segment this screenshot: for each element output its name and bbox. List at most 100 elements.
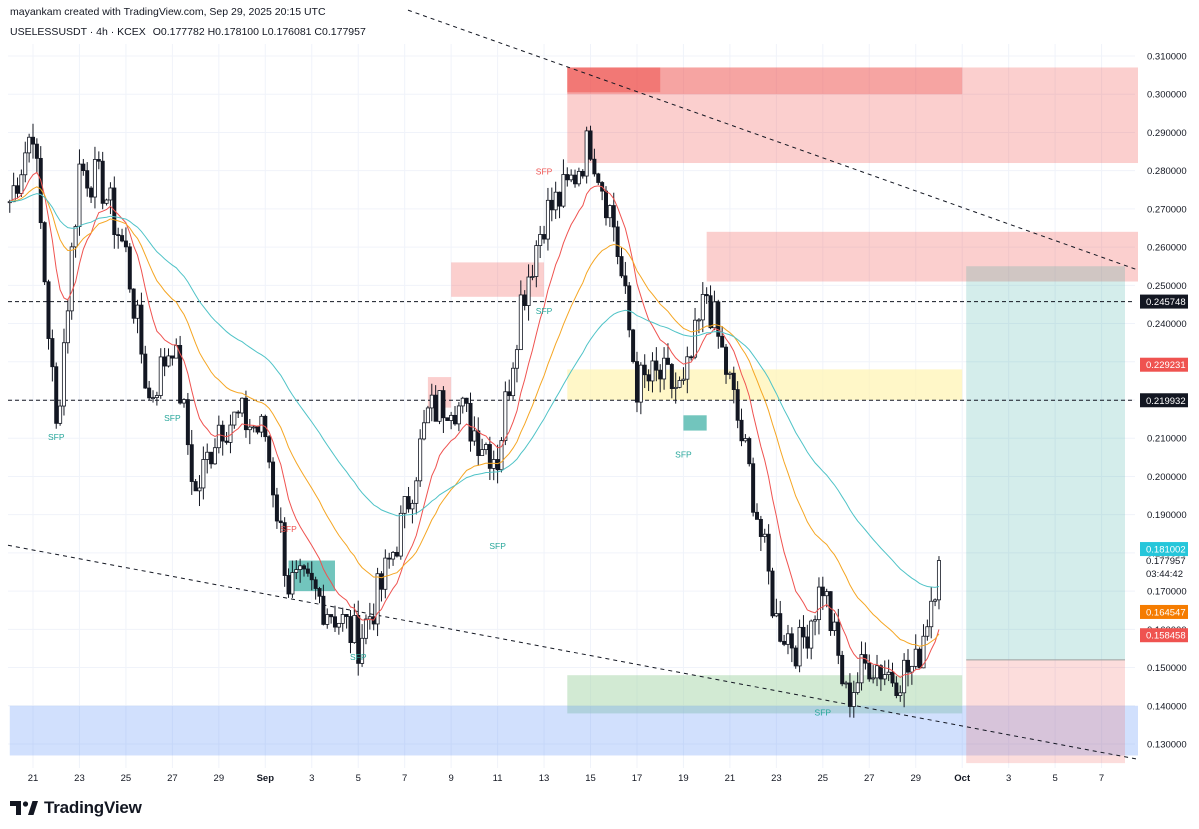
candle-down [847,682,852,707]
candle-down [495,459,500,471]
price-level-badge [1140,294,1188,309]
candle-up [251,426,256,429]
candle-down [236,411,241,414]
candle-down [789,633,794,649]
ema-mid-line [9,186,940,647]
candle-up [391,551,396,560]
candle-up [414,480,419,504]
candle-down [116,234,121,237]
price-level-badge-label: 0.245748 [1146,297,1186,308]
y-tick-label: 0.170000 [1147,587,1187,598]
candle-down [441,390,446,419]
candle-up [921,635,926,669]
x-tick-label: 27 [167,773,178,784]
candle-up [538,234,543,246]
candle-up [824,591,829,597]
x-tick-label: 5 [1052,773,1057,784]
candle-up [402,496,407,514]
x-tick-label: 21 [28,773,39,784]
candle-up [693,319,698,358]
x-tick-label: 19 [678,773,689,784]
sfp-label: SFP [815,707,832,717]
candle-up [681,378,686,381]
sfp-label: SFP [536,166,553,176]
x-tick-label: 9 [448,773,453,784]
y-tick-label: 0.190000 [1147,510,1187,521]
candle-down [917,648,922,669]
candle-down [445,417,450,421]
candle-up [154,395,159,398]
y-tick-label: 0.240000 [1147,319,1187,330]
candle-down [801,626,806,638]
price-badge [1140,357,1188,372]
candle-up [712,301,717,329]
candle-up [561,174,566,207]
candle-up [201,459,206,489]
candle-down [793,647,798,667]
candle-up [290,572,295,595]
candle-up [685,356,690,380]
ema-fast-line [9,171,940,679]
candle-down [120,235,125,242]
candle-up [909,665,914,673]
candle-up [607,205,612,219]
candle-up [844,682,849,685]
date-axis: 21 23 25 27 29 Sep 3 5 7 9 11 13 15 17 19 21 23 25 27 29 Oct… [28,773,1105,784]
candle-down [840,654,845,685]
candle-down [487,444,492,469]
candle-up [774,613,779,617]
candle-down [619,256,624,277]
candle-down [34,143,39,159]
candle-up [673,386,678,389]
price-badge [1140,628,1188,643]
candle-down [379,573,384,590]
candle-up [638,364,643,403]
y-tick-label: 0.300000 [1147,90,1187,101]
credit-line: mayankam created with TradingView.com, S… [10,6,326,18]
candle-down [542,234,547,240]
candle-down [406,496,411,510]
y-tick-label: 0.260000 [1147,243,1187,254]
candle-up [785,633,790,645]
candle-down [669,364,674,389]
candle-down [387,557,392,560]
candle-up [232,411,237,426]
candle-up [23,152,28,176]
candle-up [503,391,508,441]
x-tick-label: 23 [771,773,782,784]
candle-down [828,591,833,632]
candle-down [522,294,527,306]
candle-up [727,372,732,375]
candle-up [375,573,380,625]
candle-down [708,295,713,329]
candle-up [27,136,32,154]
candle-down [46,281,51,339]
trendline [407,9,1139,271]
candle-down [778,613,783,642]
candle-down [243,397,248,431]
candle-up [832,621,837,632]
candle-down [905,659,910,673]
candle-up [898,692,903,696]
candle-up [545,199,550,240]
candle-up [460,397,465,407]
candle-down [592,158,597,175]
candle-up [483,444,488,451]
candle-up [58,405,63,424]
candle-down [755,511,760,520]
candle-up [871,677,876,680]
x-tick-label: 29 [910,773,921,784]
candle-up [859,654,864,684]
candle-up [158,356,163,396]
x-tick-label: 3 [309,773,314,784]
price-badge-label: 0.164547 [1146,607,1186,618]
candle-up [456,405,461,425]
y-tick-label: 0.210000 [1147,434,1187,445]
candle-down [394,551,399,557]
candle-down [100,160,105,204]
price-badge [1140,604,1188,619]
candle-up [65,310,70,344]
candle-down [658,369,663,380]
candle-up [902,659,907,694]
